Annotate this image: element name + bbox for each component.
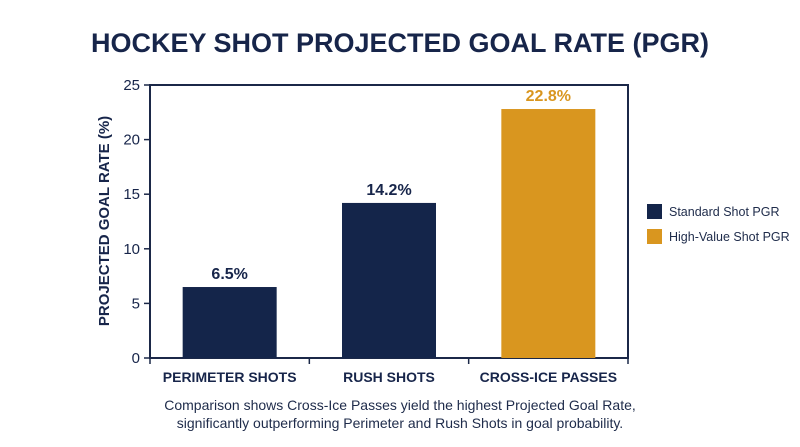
bar-value-label: 6.5% <box>211 266 247 283</box>
plot-area: 0 5 10 15 20 25 6.5% PERIMETER SHOTS 14.2% RUSH S… <box>123 77 629 385</box>
x-tick-label: RUSH SHOTS <box>343 369 435 385</box>
chart-caption: Comparison shows Cross-Ice Passes yield … <box>100 396 700 432</box>
legend-swatch <box>647 229 662 244</box>
legend-swatch <box>647 204 662 219</box>
y-tick-label: 0 <box>132 350 140 367</box>
y-tick-label: 25 <box>123 77 140 94</box>
x-tick-label: PERIMETER SHOTS <box>163 369 297 385</box>
bar-value-label: 14.2% <box>366 182 411 199</box>
legend-label: Standard Shot PGR <box>669 205 779 219</box>
x-tick-label: CROSS-ICE PASSES <box>480 369 617 385</box>
y-tick-label: 10 <box>123 241 140 258</box>
chart-title: HOCKEY SHOT PROJECTED GOAL RATE (PGR) <box>91 28 709 58</box>
legend-label: High-Value Shot PGR <box>669 230 790 244</box>
bar-value-label: 22.8% <box>526 88 571 105</box>
y-tick-label: 5 <box>132 295 140 312</box>
legend: Standard Shot PGR High-Value Shot PGR <box>647 204 790 244</box>
y-tick-label: 15 <box>123 186 140 203</box>
y-tick-label: 20 <box>123 132 140 149</box>
caption-line-1: Comparison shows Cross-Ice Passes yield … <box>164 397 636 413</box>
bar <box>501 109 596 358</box>
caption-line-2: significantly outperforming Perimeter an… <box>176 415 624 431</box>
y-axis-label: PROJECTED GOAL RATE (%) <box>96 116 113 326</box>
bar <box>182 287 277 358</box>
bar <box>342 202 436 358</box>
